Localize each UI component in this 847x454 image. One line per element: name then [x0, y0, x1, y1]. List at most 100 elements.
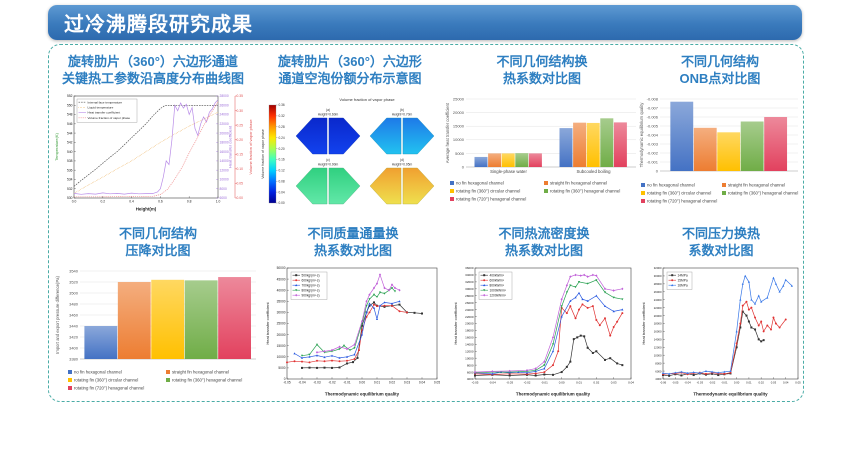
svg-text:3440: 3440: [69, 323, 79, 328]
svg-text:-0.02: -0.02: [328, 380, 335, 384]
svg-text:rotating fin (360°) circular c: rotating fin (360°) circular channel: [456, 188, 520, 193]
svg-text:700kg/(m²·s): 700kg/(m²·s): [302, 283, 320, 287]
panel-title: 不同压力换热 系数对比图: [681, 226, 760, 258]
svg-text:Volume fraction of vapor phase: Volume fraction of vapor phase: [339, 97, 395, 102]
svg-text:-0.02: -0.02: [524, 380, 531, 384]
svg-text:1000kW/m²: 1000kW/m²: [490, 288, 506, 292]
svg-text:rotating fin (360°) circular c: rotating fin (360°) circular channel: [74, 377, 138, 382]
svg-text:22000: 22000: [654, 306, 662, 310]
svg-text:1.0: 1.0: [216, 199, 221, 203]
svg-text:16000: 16000: [220, 150, 229, 154]
svg-text:0.04: 0.04: [279, 190, 285, 194]
svg-text:50000: 50000: [277, 266, 286, 270]
svg-text:0.25: 0.25: [237, 123, 244, 127]
panel-title: 不同热流密度换 热系数对比图: [498, 226, 590, 258]
svg-text:0.28: 0.28: [279, 125, 285, 129]
svg-text:18000: 18000: [220, 140, 229, 144]
svg-text:-0.01: -0.01: [343, 380, 350, 384]
svg-text:8000: 8000: [655, 361, 662, 365]
svg-text:34000: 34000: [465, 273, 474, 277]
svg-text:Import and export pressure dif: Import and export pressure difference(Pa…: [55, 275, 60, 353]
panel-mass-flux: 不同质量通量换 热系数对比图 -0.05 -0.04 -0.03 -0.02 -0.01…: [262, 226, 444, 398]
svg-text:16MPa: 16MPa: [678, 283, 688, 287]
svg-text:20000: 20000: [277, 333, 286, 337]
svg-text:14000: 14000: [654, 337, 662, 341]
svg-text:rotating fin (720°) hexagonal: rotating fin (720°) hexagonal channel: [647, 198, 717, 203]
svg-text:-0.03: -0.03: [506, 380, 513, 384]
svg-text:(a): (a): [326, 108, 330, 112]
svg-text:-0.004: -0.004: [647, 132, 659, 137]
svg-text:0.32: 0.32: [279, 114, 285, 118]
svg-text:-0.03: -0.03: [697, 380, 704, 384]
onb-bar-chart: 0 -0.001 -0.002 -0.003 -0.004 -0.005 -0.006 -0.…: [639, 96, 798, 203]
svg-text:20000: 20000: [654, 314, 662, 318]
svg-text:6000: 6000: [467, 370, 474, 374]
svg-text:rotating fin (360°) hexagonal: rotating fin (360°) hexagonal channel: [728, 190, 798, 195]
svg-text:no fin hexagonal channel: no fin hexagonal channel: [74, 369, 122, 374]
svg-text:straight fin hexagonal channel: straight fin hexagonal channel: [172, 369, 229, 374]
svg-text:0.01: 0.01: [576, 380, 582, 384]
svg-text:Subcooled boiling: Subcooled boiling: [577, 169, 612, 174]
svg-text:Thermodynamic equilibrium qual: Thermodynamic equilibrium quality: [325, 391, 400, 396]
svg-text:3480: 3480: [69, 301, 79, 306]
svg-text:536: 536: [67, 168, 73, 172]
svg-text:26000: 26000: [465, 301, 474, 305]
svg-text:25000: 25000: [453, 96, 465, 101]
panel-title: 不同几何结构换 热系数对比图: [496, 54, 588, 86]
svg-text:14000: 14000: [220, 159, 229, 163]
svg-text:0.6: 0.6: [158, 199, 163, 203]
svg-text:0.12: 0.12: [279, 168, 285, 172]
svg-text:400kW/m²: 400kW/m²: [490, 273, 505, 277]
svg-text:548: 548: [67, 113, 73, 117]
slide-header-bar: 过冷沸腾段研究成果: [48, 5, 802, 40]
svg-text:3400: 3400: [69, 345, 79, 350]
svg-text:0.00: 0.00: [237, 196, 244, 200]
panel-vapor-distribution: 旋转肋片（360°）六边形 通道空泡份额分布示意图 Volume fractio…: [258, 54, 442, 211]
svg-text:45000: 45000: [277, 277, 286, 281]
svg-text:-0.006: -0.006: [647, 114, 659, 119]
svg-text:0: 0: [284, 377, 286, 381]
svg-text:0.05: 0.05: [237, 181, 244, 185]
svg-text:Heat transfer coefficient: Heat transfer coefficient: [88, 110, 121, 114]
svg-text:0.08: 0.08: [279, 179, 285, 183]
svg-text:0.36: 0.36: [279, 103, 285, 107]
svg-text:0.16: 0.16: [279, 157, 285, 161]
svg-text:534: 534: [67, 177, 73, 181]
svg-text:-0.03: -0.03: [313, 380, 320, 384]
svg-text:no fin hexagonal channel: no fin hexagonal channel: [456, 180, 504, 185]
svg-text:0.15: 0.15: [237, 152, 244, 156]
svg-text:10000: 10000: [654, 353, 662, 357]
svg-text:-0.05: -0.05: [672, 380, 679, 384]
svg-text:26000: 26000: [654, 290, 662, 294]
mass-flux-scatter-chart: -0.05 -0.04 -0.03 -0.02 -0.01 0.00 0.01 0.02 0.0…: [265, 266, 440, 396]
svg-text:0.00: 0.00: [734, 380, 740, 384]
svg-text:0.05: 0.05: [795, 380, 801, 384]
svg-text:-0.06: -0.06: [660, 380, 667, 384]
svg-text:8000: 8000: [220, 187, 228, 191]
svg-text:Liquid temperature: Liquid temperature: [88, 105, 114, 109]
svg-text:(c): (c): [326, 158, 330, 162]
svg-text:32000: 32000: [465, 280, 474, 284]
svg-text:28000: 28000: [465, 294, 474, 298]
svg-text:0.20: 0.20: [237, 138, 244, 142]
panel-heat-flux: 不同热流密度换 热系数对比图 -0.05 -0.04 -0.03 -0.02 -0.01…: [450, 226, 638, 398]
svg-text:-0.008: -0.008: [647, 96, 659, 101]
svg-text:28000: 28000: [220, 94, 229, 98]
svg-text:Height=0.90m: Height=0.90m: [318, 162, 339, 166]
panel-title: 不同质量通量换 热系数对比图: [307, 226, 399, 258]
svg-text:10000: 10000: [277, 355, 286, 359]
svg-text:10000: 10000: [453, 137, 465, 142]
svg-text:(b): (b): [400, 108, 404, 112]
svg-text:24000: 24000: [465, 308, 474, 312]
svg-text:0.04: 0.04: [783, 380, 789, 384]
svg-text:0.02: 0.02: [758, 380, 764, 384]
svg-text:546: 546: [67, 122, 73, 126]
svg-text:22000: 22000: [465, 315, 474, 319]
svg-text:18000: 18000: [654, 321, 662, 325]
svg-text:3500: 3500: [69, 290, 79, 295]
svg-text:544: 544: [67, 131, 73, 135]
svg-text:0.10: 0.10: [237, 167, 244, 171]
svg-text:500kg/(m²·s): 500kg/(m²·s): [302, 273, 320, 277]
svg-text:16000: 16000: [465, 335, 474, 339]
svg-text:-0.007: -0.007: [647, 105, 659, 110]
